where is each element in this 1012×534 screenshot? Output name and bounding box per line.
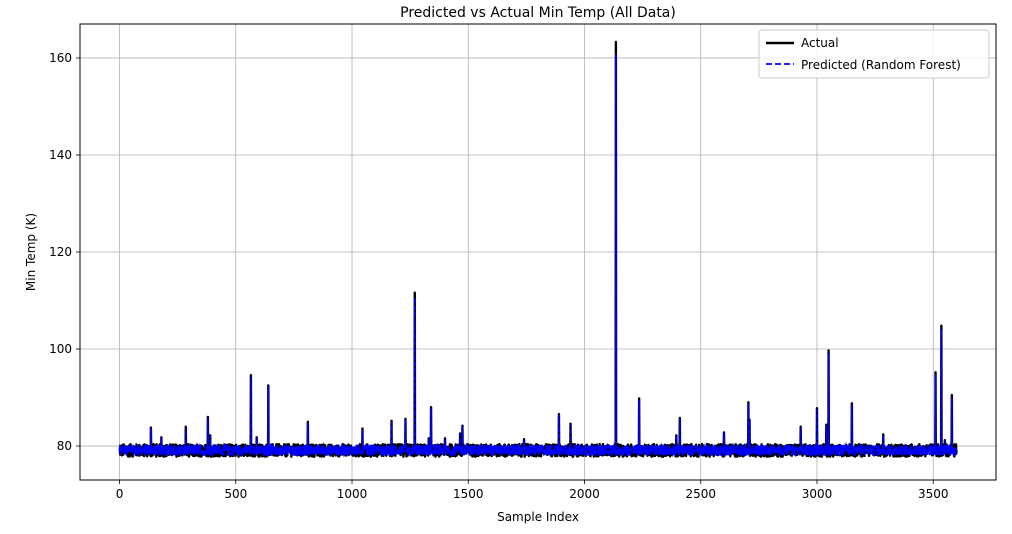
series-actual: [118, 40, 958, 458]
y-tick-label: 100: [49, 342, 72, 356]
legend-label-actual: Actual: [801, 36, 839, 50]
series-predicted: [118, 54, 958, 459]
x-tick-label: 1000: [337, 487, 368, 501]
x-tick-label: 500: [224, 487, 247, 501]
x-tick-label: 3500: [918, 487, 949, 501]
y-tick-label: 120: [49, 245, 72, 259]
legend-label-predicted: Predicted (Random Forest): [801, 58, 961, 72]
legend-box: [758, 29, 990, 79]
x-tick-label: 1500: [453, 487, 484, 501]
y-tick-label: 160: [49, 51, 72, 65]
y-tick-label: 140: [49, 148, 72, 162]
x-tick-label: 3000: [802, 487, 833, 501]
series-line-actual: [118, 40, 958, 458]
chart-title: Predicted vs Actual Min Temp (All Data): [400, 5, 676, 21]
x-axis-label: Sample Index: [497, 510, 579, 524]
legend: Actual Predicted (Random Forest): [758, 29, 990, 79]
y-axis-label: Min Temp (K): [24, 213, 38, 291]
x-tick-label: 0: [116, 487, 124, 501]
series-line-predicted: [118, 54, 958, 459]
x-tick-label: 2000: [569, 487, 600, 501]
grid-lines: [80, 24, 996, 480]
x-axis-ticks: 0 500 1000 1500 2000 2500 3000 3500: [116, 480, 949, 501]
x-tick-label: 2500: [685, 487, 716, 501]
y-axis-ticks: 80 100 120 140 160: [49, 51, 80, 453]
y-tick-label: 80: [57, 439, 72, 453]
